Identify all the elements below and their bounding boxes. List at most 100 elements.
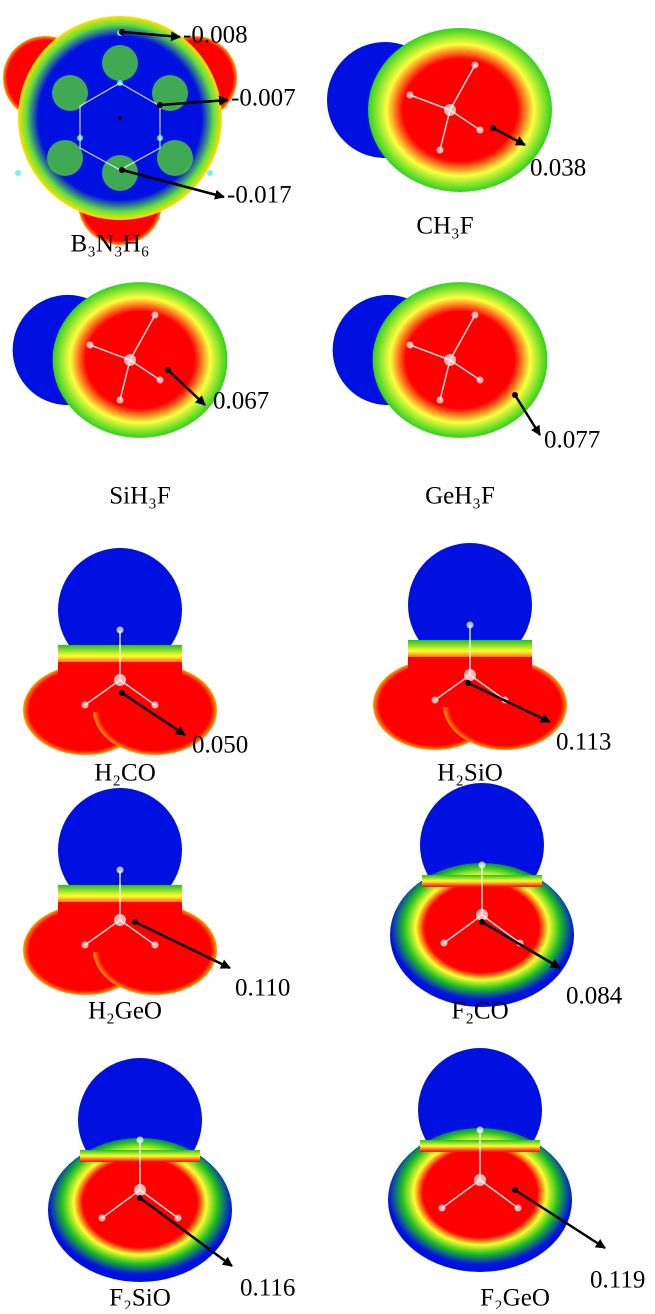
- bond: [119, 359, 131, 401]
- potential-value: -0.007: [231, 85, 296, 112]
- panel: SiH₃F 0.067: [12, 282, 269, 510]
- bond: [449, 314, 476, 361]
- bond: [84, 679, 121, 706]
- atom: [444, 104, 456, 116]
- bond: [409, 344, 451, 361]
- bond: [439, 109, 451, 151]
- spot: [152, 75, 188, 111]
- arrow: [167, 369, 206, 406]
- bond: [139, 1189, 179, 1219]
- arrow: [514, 1188, 606, 1250]
- molecule-label: H₂GeO: [88, 998, 162, 1025]
- surface: [48, 1138, 232, 1282]
- spot: [52, 75, 88, 111]
- bond: [481, 914, 521, 944]
- atom: [464, 669, 476, 681]
- potential-value: 0.050: [192, 732, 248, 759]
- arrow: [134, 920, 231, 970]
- atom: [81, 941, 89, 949]
- atom: [514, 1204, 522, 1212]
- atom: [476, 126, 484, 134]
- molecule-label: GeH₃F: [425, 483, 495, 510]
- potential-value: 0.116: [240, 1275, 295, 1302]
- bond: [119, 919, 156, 946]
- center: [118, 116, 122, 120]
- molecule-label: B₃N₃H₆: [71, 231, 150, 258]
- atom: [476, 909, 488, 921]
- potential-value: -0.008: [183, 22, 248, 49]
- panel: GeH₃F 0.077: [332, 282, 600, 510]
- potential-value: 0.084: [566, 983, 623, 1010]
- spot: [157, 140, 193, 176]
- atom: [478, 861, 486, 869]
- atom: [471, 61, 479, 69]
- molecule-label: SiH₃F: [109, 483, 171, 510]
- bond: [479, 1179, 519, 1209]
- atom: [136, 1136, 144, 1144]
- atom: [156, 376, 164, 384]
- bond: [101, 1189, 141, 1219]
- surface: [390, 863, 574, 1007]
- bond: [409, 94, 451, 111]
- surface: [368, 28, 552, 192]
- panel: H₂GeO 0.110: [23, 788, 290, 1025]
- arrow: [481, 920, 561, 970]
- surface: [372, 282, 548, 438]
- potential-value: 0.119: [590, 1267, 645, 1294]
- arrow: [492, 126, 526, 147]
- bond: [449, 359, 481, 381]
- surface: [52, 282, 228, 438]
- lobe: [408, 543, 532, 667]
- atom: [116, 396, 124, 404]
- molecule-label: H₂SiO: [437, 760, 503, 787]
- potential-value: 0.067: [213, 388, 269, 415]
- panel: F₂SiO 0.116: [48, 1058, 295, 1312]
- panel: F₂GeO 0.119: [388, 1048, 645, 1312]
- bond: [434, 674, 471, 701]
- atom: [406, 341, 414, 349]
- molecule-label: F₂GeO: [480, 1285, 550, 1309]
- spot: [102, 155, 138, 191]
- bond: [84, 919, 121, 946]
- molecule-label: F₂CO: [451, 998, 508, 1025]
- molecule-label: F₂SiO: [109, 1285, 171, 1309]
- atom: [114, 914, 126, 926]
- panel: H₂SiO 0.113: [373, 543, 611, 787]
- bond: [441, 1179, 481, 1209]
- atom: [116, 866, 124, 874]
- lobe: [58, 548, 182, 672]
- arrow: [159, 95, 229, 107]
- lobe: [58, 788, 182, 912]
- atom: [466, 621, 474, 629]
- potential-value: 0.110: [235, 975, 290, 1002]
- atom: [436, 146, 444, 154]
- molecule-label: H₂CO: [94, 760, 156, 787]
- bond: [129, 314, 156, 361]
- arrow: [513, 394, 542, 436]
- atom: [114, 674, 126, 686]
- atom: [474, 1174, 486, 1186]
- arrow: [121, 168, 225, 200]
- potential-value: -0.017: [227, 182, 292, 209]
- atom: [151, 701, 159, 709]
- potential-value: 0.077: [544, 427, 600, 454]
- atom: [15, 170, 21, 176]
- atom: [86, 341, 94, 349]
- atom: [476, 376, 484, 384]
- bond: [439, 359, 451, 401]
- bond: [443, 914, 483, 944]
- atom: [440, 939, 448, 947]
- atom: [151, 941, 159, 949]
- atom: [98, 1214, 106, 1222]
- bond: [469, 674, 506, 701]
- atom: [476, 1126, 484, 1134]
- atom: [134, 1184, 146, 1196]
- atom: [436, 396, 444, 404]
- bond: [129, 359, 161, 381]
- atom: [116, 626, 124, 634]
- potential-value: 0.113: [556, 729, 611, 756]
- arrow: [139, 1196, 233, 1268]
- bond: [89, 344, 131, 361]
